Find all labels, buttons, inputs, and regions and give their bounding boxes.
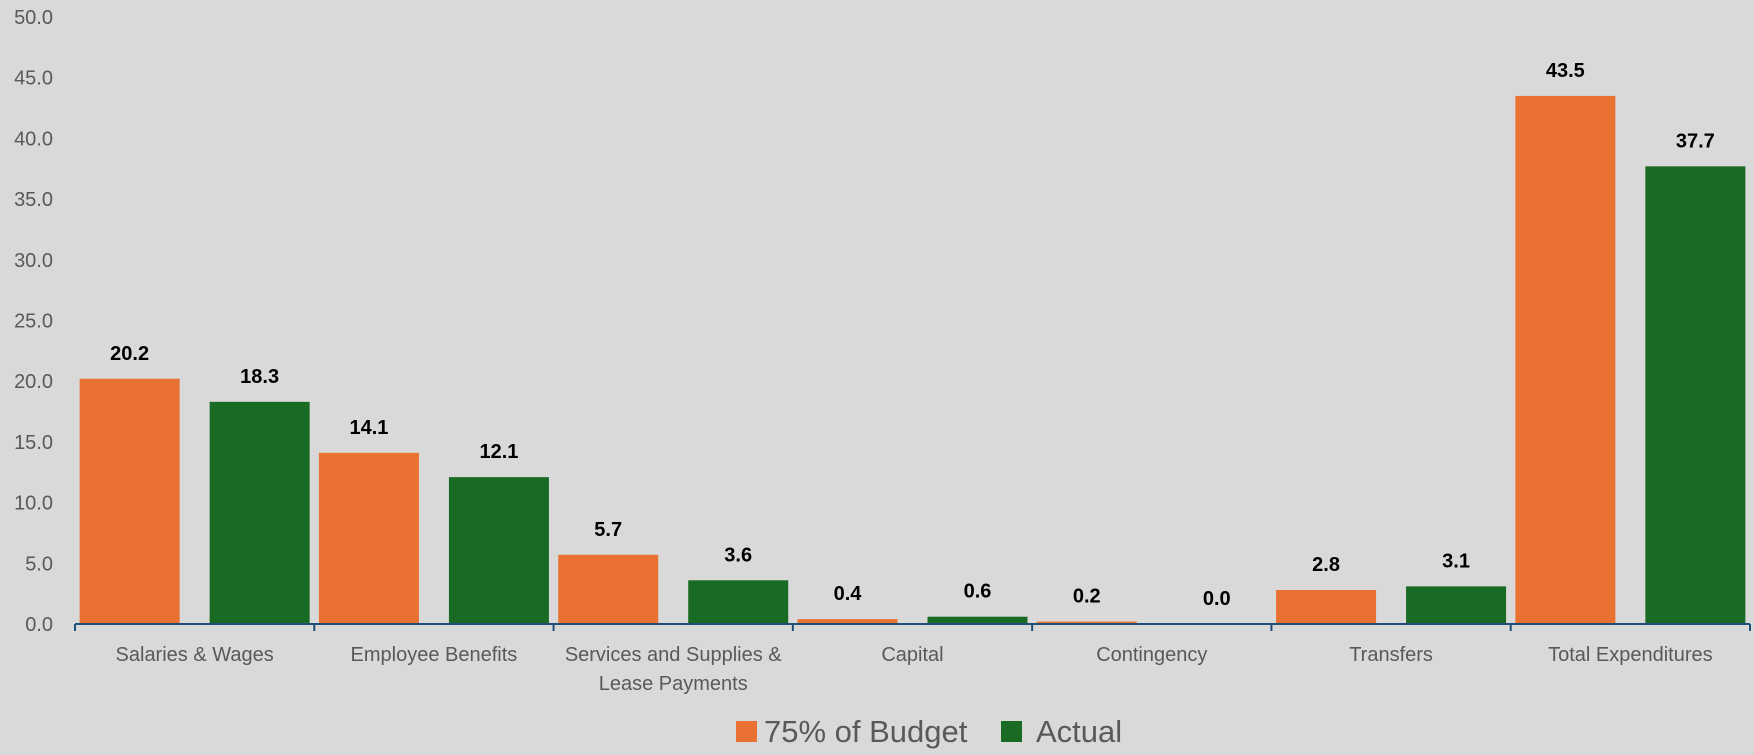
y-tick-label: 10.0 <box>14 493 53 515</box>
bar <box>1036 621 1137 624</box>
data-label: 0.2 <box>1073 586 1101 608</box>
data-label: 43.5 <box>1546 60 1585 82</box>
y-tick-label: 50.0 <box>14 7 53 29</box>
bar <box>448 477 549 624</box>
bars <box>79 95 1746 624</box>
data-label: 0.6 <box>964 581 992 603</box>
x-tick-label: Contingency <box>1096 644 1207 666</box>
x-tick-label: Transfers <box>1349 644 1433 666</box>
legend-label: 75% of Budget <box>764 714 968 749</box>
legend-swatch <box>1001 721 1022 742</box>
y-tick-label: 0.0 <box>25 614 53 636</box>
bar <box>1515 95 1616 624</box>
y-tick-label: 35.0 <box>14 189 53 211</box>
x-tick-label: Salaries & Wages <box>116 644 274 666</box>
data-label: 5.7 <box>594 519 622 541</box>
legend-label: Actual <box>1036 714 1122 749</box>
bar <box>927 616 1028 624</box>
x-tick-label: Services and Supplies & <box>565 644 782 666</box>
bar <box>688 580 789 624</box>
y-tick-label: 40.0 <box>14 128 53 150</box>
x-tick-label: Employee Benefits <box>351 644 518 666</box>
data-label: 0.4 <box>834 583 863 605</box>
bar <box>797 619 898 624</box>
bar <box>1645 166 1746 624</box>
bar <box>79 378 180 624</box>
data-label: 2.8 <box>1312 554 1340 576</box>
x-tick-label: Capital <box>881 644 943 666</box>
y-tick-label: 30.0 <box>14 250 53 272</box>
data-label: 3.1 <box>1442 550 1470 572</box>
bar <box>318 452 419 624</box>
y-tick-label: 20.0 <box>14 371 53 393</box>
y-tick-label: 5.0 <box>25 553 53 575</box>
data-label: 37.7 <box>1676 130 1715 152</box>
data-label: 0.0 <box>1203 588 1231 610</box>
bar <box>1276 590 1377 624</box>
bar <box>1406 586 1507 624</box>
y-tick-label: 25.0 <box>14 311 53 333</box>
x-tick-label: Lease Payments <box>599 673 748 695</box>
data-labels: 20.2 14.1 5.7 0.4 0.2 2.8 43.5 18.3 12.1 3.6 0.6 0.… <box>110 60 1715 610</box>
y-tick-label: 45.0 <box>14 68 53 90</box>
bar <box>558 554 659 624</box>
legend: 75% of Budget Actual <box>736 714 1122 749</box>
x-axis: Salaries & Wages Employee Benefits Service… <box>74 623 1751 695</box>
legend-swatch <box>736 721 757 742</box>
x-tick-label: Total Expenditures <box>1548 644 1713 666</box>
data-label: 3.6 <box>724 544 752 566</box>
data-label: 14.1 <box>349 417 388 439</box>
y-axis: 0.0 5.0 10.0 15.0 20.0 25.0 30.0 35.0 40.0 45.0 50… <box>14 7 53 636</box>
y-tick-label: 15.0 <box>14 432 53 454</box>
data-label: 12.1 <box>479 441 518 463</box>
data-label: 18.3 <box>240 366 279 388</box>
data-label: 20.2 <box>110 343 149 365</box>
bar <box>209 401 310 624</box>
